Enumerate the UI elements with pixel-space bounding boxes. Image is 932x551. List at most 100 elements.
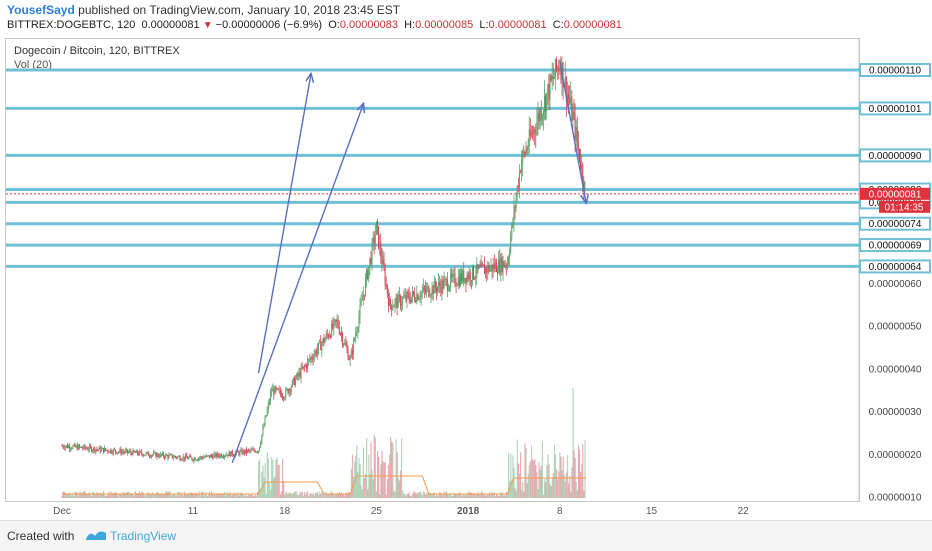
volume-bar (573, 450, 574, 498)
volume-bar (403, 494, 404, 498)
candle-body (511, 224, 512, 238)
candle-body (577, 127, 578, 142)
candle-body (448, 290, 449, 291)
tradingview-brand[interactable]: TradingView (110, 529, 176, 543)
candle-body (340, 333, 341, 334)
volume-bar (118, 494, 119, 498)
candle-body (494, 264, 495, 269)
volume-bar (314, 495, 315, 498)
candle-body (329, 336, 330, 338)
candle-body (355, 334, 356, 339)
candle-body (113, 450, 114, 454)
x-tick-label: 18 (279, 506, 291, 517)
candle-body (456, 285, 457, 286)
candle-body (82, 448, 83, 449)
candle-body (447, 280, 448, 291)
candle-body (180, 460, 181, 461)
candle-body (319, 341, 320, 343)
volume-bar (558, 471, 559, 498)
candle-body (280, 390, 281, 394)
candle-body (375, 235, 376, 244)
volume-bar (548, 464, 549, 498)
volume-bar (198, 495, 199, 498)
volume-bar (246, 496, 247, 498)
candle-body (519, 172, 520, 188)
candle-body (213, 455, 214, 459)
candle-body (333, 320, 334, 328)
tradingview-logo-icon[interactable] (84, 527, 108, 543)
volume-bar (406, 494, 407, 498)
candle-body (554, 77, 555, 79)
trendline-arrow-down (560, 61, 586, 202)
price-chart[interactable]: 0.000001100.000001010.000000900.00000082… (0, 0, 932, 520)
volume-bar (80, 492, 81, 498)
candle-body (380, 242, 381, 256)
candle-body (402, 298, 403, 304)
volume-bar (429, 492, 430, 498)
volume-bar (356, 445, 357, 498)
candles-group (62, 56, 586, 463)
volume-bar (363, 447, 364, 498)
candle-body (263, 425, 264, 428)
candle-body (98, 449, 99, 450)
volume-bar (477, 492, 478, 498)
volume-bar (196, 495, 197, 498)
candle-body (294, 378, 295, 385)
candle-body (106, 450, 107, 451)
candle-body (170, 455, 171, 456)
candle-body (117, 452, 118, 453)
volume-bar (504, 495, 505, 498)
volume-bar (152, 492, 153, 498)
volume-bar (382, 461, 383, 498)
candle-body (290, 389, 291, 391)
volume-bar (171, 496, 172, 498)
candle-body (266, 415, 267, 417)
y-tick-label: 0.00000020 (869, 450, 922, 461)
volume-bar (553, 473, 554, 498)
volume-bar (174, 494, 175, 498)
candle-body (350, 358, 351, 360)
candle-body (174, 456, 175, 457)
volume-bar (554, 445, 555, 498)
volume-bar (387, 479, 388, 498)
candle-body (286, 389, 287, 390)
volume-bar (326, 492, 327, 498)
candle-body (325, 339, 326, 343)
volume-bar (302, 491, 303, 498)
candle-body (328, 335, 329, 337)
candle-body (91, 447, 92, 451)
volume-bar (116, 493, 117, 498)
candle-body (505, 265, 506, 266)
volume-bar (441, 495, 442, 498)
candle-body (96, 449, 97, 450)
candle-body (440, 286, 441, 293)
candle-body (185, 455, 186, 459)
volume-bar (273, 478, 274, 498)
candle-body (255, 451, 256, 453)
candle-body (89, 446, 90, 450)
volume-bar (278, 465, 279, 498)
candle-body (226, 455, 227, 456)
volume-bar (476, 495, 477, 498)
candle-body (462, 270, 463, 281)
candle-body (318, 343, 319, 350)
candle-body (493, 264, 494, 271)
volume-bar (503, 495, 504, 498)
candle-body (370, 258, 371, 263)
candle-body (330, 336, 331, 337)
candle-body (512, 222, 513, 223)
candle-body (414, 294, 415, 300)
volume-bar (263, 478, 264, 498)
candle-body (388, 294, 389, 305)
candle-body (428, 286, 429, 296)
volume-bar (190, 492, 191, 498)
volume-bar (344, 496, 345, 498)
candle-body (509, 253, 510, 259)
candle-body (416, 294, 417, 302)
volume-bar (438, 495, 439, 498)
volume-bar (98, 493, 99, 498)
volume-bar (517, 439, 518, 498)
candle-body (205, 457, 206, 458)
volume-bar (568, 483, 569, 498)
candle-body (302, 368, 303, 369)
